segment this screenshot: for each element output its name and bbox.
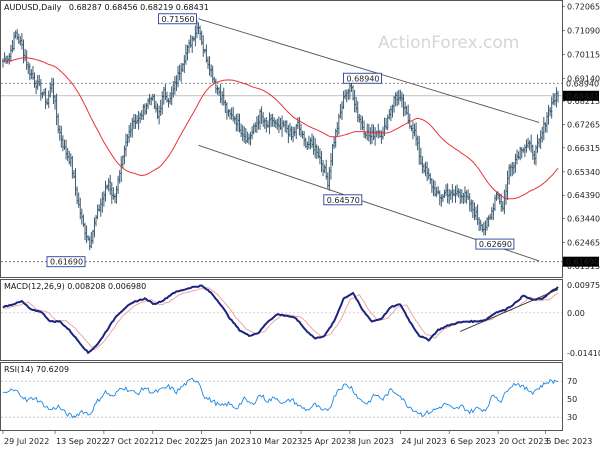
macd-trendline — [460, 289, 559, 332]
macd-y-tick-0: 0.009751 — [567, 281, 600, 290]
price-tag-bg-2 — [563, 256, 599, 267]
rsi-panel-frame — [0, 362, 563, 431]
x-tick-label: 10 Mar 2023 — [252, 437, 303, 446]
x-tick-label: 27 Oct 2022 — [105, 437, 154, 446]
macd-line — [2, 284, 559, 355]
macd-panel-frame — [0, 279, 563, 361]
annotation-box-1 — [343, 72, 382, 84]
x-tick-label: 12 Dec 2022 — [154, 437, 205, 446]
macd-panel-title: MACD(12,26,9) 0.008208 0.006980 — [4, 282, 146, 291]
symbol-title: AUDUSD,Daily — [4, 3, 62, 12]
price-tag-0: 0.68940 — [566, 79, 599, 88]
x-tick-label: 25 Apr 2023 — [302, 437, 351, 446]
macd-y-tick-2: -0.014107 — [567, 349, 600, 358]
channel-line-0 — [198, 18, 540, 123]
macd-lines — [1, 284, 562, 355]
annotation-label-3: 0.62690 — [479, 240, 512, 249]
rsi-y-axis: 70 50 30 — [567, 377, 577, 422]
x-tick-label: 20 Oct 2023 — [499, 437, 548, 446]
price-panel-frame — [0, 0, 563, 278]
annotation-label-4: 0.61690 — [50, 258, 83, 267]
x-tick-label: 8 Jun 2023 — [351, 437, 394, 446]
moving-average-line — [3, 57, 559, 200]
x-tick-label: 29 Jul 2022 — [4, 437, 49, 446]
y-tick-label: 0.71090 — [567, 26, 600, 35]
price-tag-1: 0.68431 — [566, 92, 599, 101]
annotation-box-3 — [475, 238, 515, 250]
rsi-lines — [1, 377, 562, 419]
rsi-y-tick-0: 70 — [567, 377, 577, 386]
annotation-label-2: 0.64570 — [327, 196, 360, 205]
price-levels — [1, 82, 562, 263]
annotation-label-1: 0.68940 — [346, 74, 379, 83]
rsi-line — [2, 377, 559, 419]
price-tag-2: 0.61690 — [566, 258, 599, 267]
rsi-y-tick-2: 30 — [567, 413, 577, 422]
price-annotations: 0.71560 0.68940 0.64570 0.62690 0.61690 — [46, 13, 515, 268]
y-tick-label: 0.62465 — [567, 239, 600, 248]
x-tick-label: 5 Dec 2023 — [546, 437, 592, 446]
macd-signal-line — [3, 287, 559, 351]
rsi-y-tick-1: 50 — [567, 395, 577, 404]
annotation-box-0 — [158, 13, 197, 25]
annotation-label-0: 0.71560 — [162, 15, 195, 24]
rsi-panel-title: RSI(14) 70.6209 — [4, 365, 69, 374]
annotation-box-2 — [323, 194, 363, 206]
price-y-axis: 0.72065 0.71090 0.70115 0.69140 0.68215 0.672… — [562, 2, 600, 271]
price-bars — [2, 20, 559, 251]
macd-y-tick-1: 0.00 — [567, 309, 585, 318]
moving-average — [3, 57, 559, 200]
x-tick-label: 24 Jul 2023 — [401, 437, 446, 446]
y-tick-label: 0.68215 — [567, 97, 600, 106]
macd-y-axis: 0.009751 0.00 -0.014107 — [567, 281, 600, 358]
annotation-box-4 — [46, 256, 86, 268]
y-tick-label: 0.66315 — [567, 144, 600, 153]
price-tag-bg-1 — [563, 90, 599, 101]
y-tick-label: 0.63440 — [567, 215, 600, 224]
y-tick-label: 0.72065 — [567, 2, 600, 11]
y-tick-label: 0.64390 — [567, 191, 600, 200]
ohlc-values: 0.68287 0.68456 0.68219 0.68431 — [69, 3, 209, 12]
y-tick-label: 0.65340 — [567, 168, 600, 177]
watermark: ActionForex.com — [378, 33, 519, 53]
x-tick-label: 6 Sep 2023 — [450, 437, 496, 446]
y-tick-label: 0.67265 — [567, 120, 600, 129]
x-tick-label: 25 Jan 2023 — [203, 437, 251, 446]
x-tick-label: 13 Sep 2022 — [56, 437, 107, 446]
y-tick-label: 0.70115 — [567, 50, 600, 59]
y-tick-label: 0.69140 — [567, 74, 600, 83]
price-panel-title: AUDUSD,Daily 0.68287 0.68456 0.68219 0.6… — [4, 3, 209, 12]
